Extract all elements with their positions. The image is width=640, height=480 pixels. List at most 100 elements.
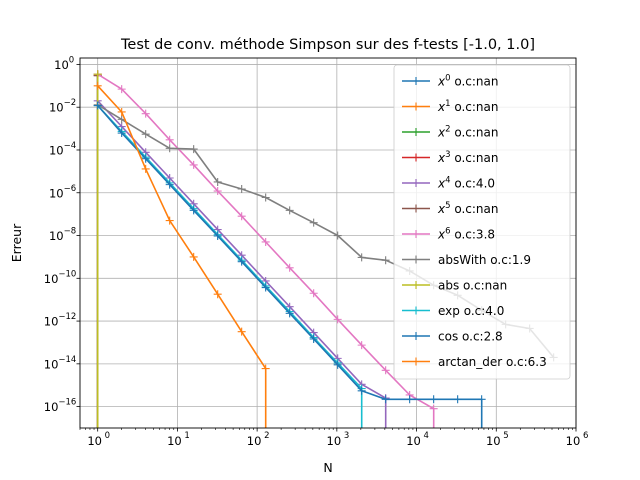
legend-marker (412, 77, 420, 85)
data-point-marker (237, 184, 246, 193)
x-tick-label: 10 (406, 434, 421, 448)
data-point-marker (213, 290, 222, 299)
legend-marker (412, 230, 420, 238)
legend-label: x3 o.c:nan (437, 150, 499, 165)
y-tick-label-exponent: −8 (64, 227, 77, 237)
data-point-marker (333, 231, 342, 240)
x-tick-label-exponent: 5 (503, 431, 508, 441)
x-tick-label-exponent: 4 (424, 431, 429, 441)
data-point-marker (285, 206, 294, 215)
legend-label: x1 o.c:nan (437, 99, 499, 114)
data-point-marker (285, 309, 294, 318)
chart-title: Test de conv. méthode Simpson sur des f-… (120, 37, 535, 53)
legend-marker (412, 332, 420, 340)
series-10 (93, 101, 486, 428)
data-point-marker (93, 70, 102, 79)
data-point-marker (213, 232, 222, 241)
x-tick-label: 10 (486, 434, 501, 448)
x-tick-label-exponent: 2 (264, 431, 269, 441)
legend-entry: x3 o.c:nan (402, 150, 499, 165)
y-tick-label: 10 (49, 143, 64, 157)
data-point-marker (381, 256, 390, 265)
data-point-marker (261, 237, 270, 246)
data-point-marker (189, 145, 198, 154)
legend-entry: x2 o.c:nan (402, 125, 499, 140)
data-point-marker (357, 341, 366, 350)
data-point-marker (117, 85, 126, 94)
data-point-marker (261, 364, 270, 373)
x-tick-label-exponent: 0 (105, 431, 110, 441)
legend-label: arctan_der o.c:6.3 (438, 355, 547, 369)
x-tick-label-exponent: 6 (583, 431, 588, 441)
y-tick-label-exponent: −6 (64, 184, 77, 194)
data-point-marker (333, 315, 342, 324)
legend-marker (412, 281, 420, 289)
data-point-marker (165, 135, 174, 144)
y-tick-label: 10 (44, 357, 59, 371)
x-tick-label-exponent: 3 (344, 431, 349, 441)
legend-entry: x6 o.c:3.8 (402, 227, 495, 242)
data-point-marker (237, 257, 246, 266)
series-line (97, 100, 387, 428)
data-point-marker (357, 386, 366, 395)
legend-entry: x5 o.c:nan (402, 201, 499, 216)
plot-frame (79, 57, 577, 429)
data-point-marker (429, 395, 438, 404)
data-point-marker (165, 144, 174, 153)
data-point-marker (213, 177, 222, 186)
y-axis-label: Erreur (9, 223, 24, 262)
x-axis: 10 0 10 1 10 2 10 3 10 4 10 5 10 6 (79, 428, 588, 448)
series-8 (93, 70, 102, 428)
y-tick-label-exponent: −16 (58, 398, 76, 408)
y-tick-label: 10 (49, 186, 64, 200)
y-tick-label: 10 (49, 229, 64, 243)
series-line (97, 104, 483, 428)
legend-entry: cos o.c:2.8 (402, 330, 503, 344)
series-11 (93, 81, 270, 428)
legend-entry: exp o.c:4.0 (402, 304, 504, 318)
data-point-marker (309, 218, 318, 227)
data-point-marker (213, 187, 222, 196)
data-point-marker (309, 289, 318, 298)
legend-marker (412, 255, 420, 264)
series-line (97, 73, 435, 428)
data-point-marker (141, 109, 150, 118)
legend-frame (393, 64, 571, 380)
y-tick-label: 10 (44, 272, 59, 286)
legend-label: x6 o.c:3.8 (437, 227, 495, 242)
legend-label: absWith o.c:1.9 (438, 253, 531, 267)
data-point-marker (189, 252, 198, 261)
legend-entry: absWith o.c:1.9 (402, 253, 531, 267)
legend-entry: x4 o.c:4.0 (402, 176, 495, 191)
x-tick-label: 10 (87, 434, 102, 448)
y-tick-label: 10 (44, 315, 59, 329)
legend: x0 o.c:nan x1 o.c:nan x2 o.c:nan x3 o.c:nan… (393, 64, 571, 380)
data-point-marker (429, 404, 438, 413)
legend-label: x2 o.c:nan (437, 125, 499, 140)
legend-marker (412, 179, 420, 187)
legend-entry: x0 o.c:nan (402, 74, 499, 89)
x-tick-label: 10 (327, 434, 342, 448)
data-point-marker (165, 180, 174, 189)
data-point-marker (237, 327, 246, 336)
data-point-marker (165, 216, 174, 225)
data-point-marker (93, 101, 102, 110)
y-tick-label-exponent: −4 (64, 141, 77, 151)
x-axis-label: N (323, 460, 332, 475)
x-tick-label: 10 (566, 434, 581, 448)
legend-label: x0 o.c:nan (437, 74, 499, 89)
y-tick-label-exponent: −12 (58, 312, 76, 322)
legend-marker (412, 204, 420, 213)
legend-label: exp o.c:4.0 (438, 304, 504, 318)
data-point-marker (237, 212, 246, 221)
data-point-marker (381, 366, 390, 375)
x-tick-label: 10 (167, 434, 182, 448)
y-tick-label-exponent: −14 (58, 355, 76, 365)
data-point-marker (285, 263, 294, 272)
x-tick-label-exponent: 1 (184, 431, 189, 441)
x-tick-label: 10 (247, 434, 262, 448)
legend-marker (412, 153, 420, 162)
y-tick-label: 10 (54, 58, 69, 72)
